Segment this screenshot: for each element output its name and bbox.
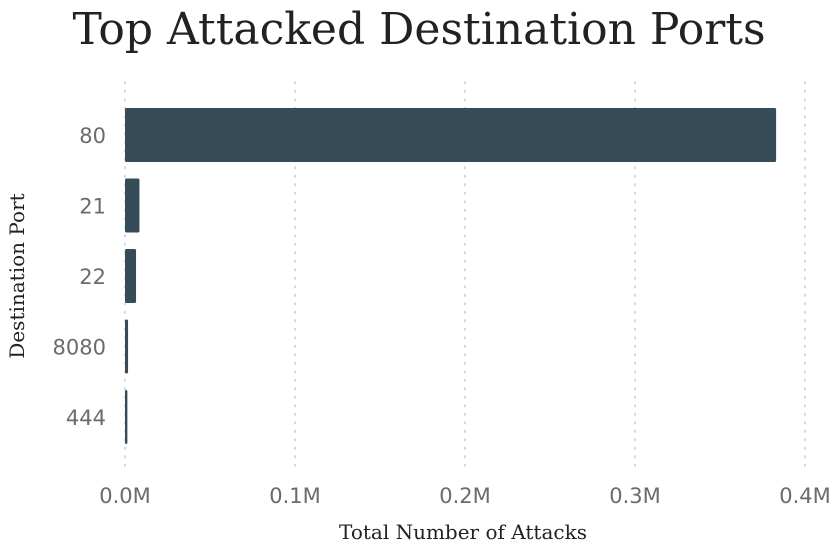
x-tick-label: 0.4M	[779, 484, 831, 508]
y-tick-label: 444	[66, 406, 106, 430]
x-tick-labels: 0.0M 0.1M 0.2M 0.3M 0.4M	[99, 484, 831, 508]
bar	[125, 108, 777, 162]
x-tick-label: 0.0M	[99, 484, 151, 508]
x-axis-title: Total Number of Attacks	[339, 520, 587, 544]
y-tick-labels: 80 21 22 8080 444	[53, 124, 106, 430]
x-tick-label: 0.2M	[439, 484, 491, 508]
x-tick-label: 0.3M	[609, 484, 661, 508]
bar	[125, 178, 140, 233]
y-tick-label: 8080	[53, 336, 106, 360]
chart-title: Top Attacked Destination Ports	[72, 4, 765, 55]
y-tick-label: 21	[79, 195, 106, 219]
y-axis-title: Destination Port	[5, 193, 29, 358]
x-tick-label: 0.1M	[269, 484, 321, 508]
bar	[125, 390, 128, 444]
y-tick-label: 22	[79, 265, 106, 289]
y-tick-label: 80	[79, 124, 106, 148]
bar	[125, 249, 137, 303]
bar	[125, 319, 129, 374]
bars	[125, 108, 777, 444]
